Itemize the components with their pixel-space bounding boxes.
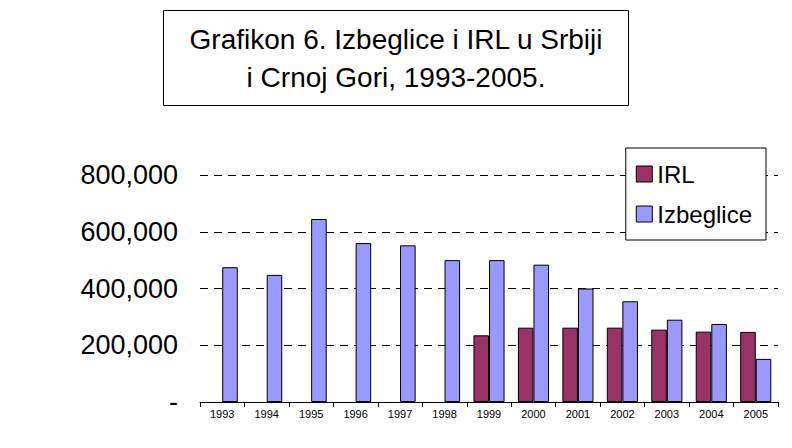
svg-text:Izbeglice: Izbeglice <box>657 201 752 228</box>
svg-text:i Crnoj Gori, 1993-2005.: i Crnoj Gori, 1993-2005. <box>247 62 546 93</box>
svg-text:2000: 2000 <box>521 408 545 420</box>
svg-text:1999: 1999 <box>477 408 501 420</box>
svg-text:800,000: 800,000 <box>80 160 178 190</box>
svg-text:200,000: 200,000 <box>80 330 178 360</box>
svg-text:IRL: IRL <box>657 161 694 188</box>
svg-text:1997: 1997 <box>388 408 412 420</box>
svg-text:1998: 1998 <box>432 408 456 420</box>
svg-text:2004: 2004 <box>699 408 723 420</box>
svg-text:1995: 1995 <box>299 408 323 420</box>
svg-text:1994: 1994 <box>254 408 278 420</box>
svg-text:Grafikon 6. Izbeglice i IRL u: Grafikon 6. Izbeglice i IRL u Srbiji <box>190 24 603 55</box>
svg-text:600,000: 600,000 <box>80 217 178 247</box>
svg-text:-: - <box>169 387 178 417</box>
svg-text:2001: 2001 <box>566 408 590 420</box>
svg-text:2002: 2002 <box>610 408 634 420</box>
svg-text:1996: 1996 <box>343 408 367 420</box>
svg-text:2005: 2005 <box>744 408 768 420</box>
svg-text:1993: 1993 <box>210 408 234 420</box>
svg-text:400,000: 400,000 <box>80 274 178 304</box>
svg-text:2003: 2003 <box>655 408 679 420</box>
